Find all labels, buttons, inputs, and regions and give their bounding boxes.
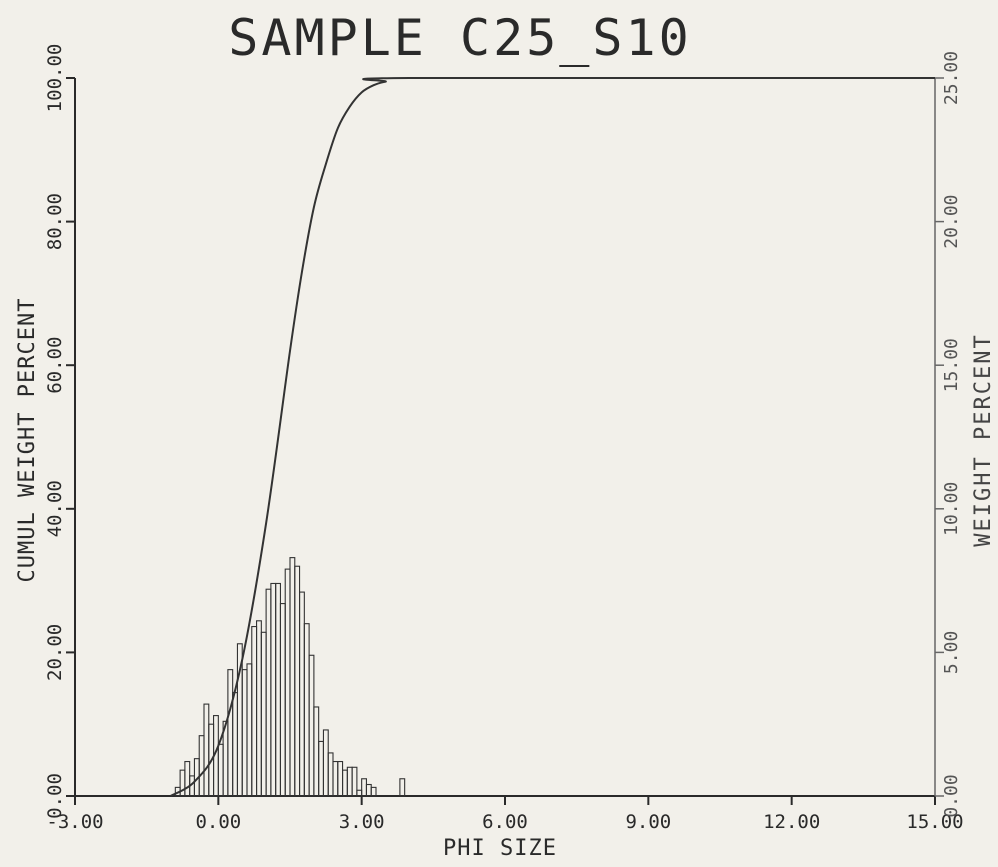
histogram-bar: [294, 565, 301, 797]
x-tick-label: 15.00: [906, 811, 963, 833]
histogram-bar: [351, 766, 358, 797]
x-axis-title: PHI SIZE: [443, 836, 557, 861]
histogram-bar: [342, 769, 348, 797]
histogram-bar: [241, 669, 248, 797]
histogram-bar: [184, 760, 191, 797]
x-tick-label: 3.00: [339, 811, 385, 833]
histogram-bar: [284, 568, 291, 797]
histogram-bar: [299, 591, 305, 797]
right-tick-label: 5.00: [941, 631, 962, 674]
histogram-bar: [289, 557, 296, 797]
tick-group: -3.00 0.00 3.00 6.00 9.00 12.00 15.000.0020.00…: [44, 44, 964, 833]
histogram-bar: [337, 760, 344, 797]
histogram-bar: [370, 786, 377, 797]
right-y-axis-title: WEIGHT PERCENT: [971, 333, 996, 546]
x-tick-label: 0.00: [195, 811, 241, 833]
right-tick-label: 0.00: [941, 774, 962, 817]
histogram-bar: [256, 620, 262, 797]
right-tick-label: 20.00: [941, 195, 962, 249]
histogram-bar: [246, 663, 253, 797]
histogram-bar: [318, 740, 324, 797]
histogram-bar: [313, 706, 320, 797]
left-tick-label: 60.00: [44, 337, 66, 394]
histogram-bars: [174, 557, 406, 797]
histogram-bar: [265, 588, 272, 797]
x-tick-label: 6.00: [482, 811, 528, 833]
left-tick-label: 40.00: [44, 480, 66, 537]
x-tick-label: 12.00: [763, 811, 820, 833]
histogram-bar: [217, 743, 224, 797]
histogram-bar: [203, 703, 210, 797]
left-tick-label: 0.00: [44, 773, 66, 819]
right-tick-label: 25.00: [941, 51, 962, 105]
x-tick-label: 9.00: [625, 811, 671, 833]
x-tick-label: -3.00: [46, 811, 103, 833]
histogram-bar: [346, 766, 353, 797]
left-y-axis-title: CUMUL WEIGHT PERCENT: [15, 298, 40, 583]
right-tick-label: 10.00: [941, 482, 962, 536]
histogram-bar: [322, 729, 329, 797]
left-tick-label: 20.00: [44, 624, 66, 681]
right-tick-label: 15.00: [941, 338, 962, 392]
histogram-bar: [399, 778, 406, 797]
histogram-bar: [279, 603, 286, 797]
histogram-bar: [275, 582, 281, 797]
cumulative-curve: [170, 76, 935, 797]
histogram-bar: [260, 631, 267, 797]
chart-title: SAMPLE C25_S10: [228, 9, 691, 67]
histogram-bar: [270, 582, 277, 797]
histogram-bar: [227, 669, 234, 797]
histogram-bar: [332, 760, 339, 797]
histogram-bar: [361, 778, 367, 797]
histogram-bar: [251, 626, 258, 797]
histogram-bar: [327, 752, 334, 797]
left-tick-label: 100.00: [44, 44, 66, 113]
left-tick-label: 80.00: [44, 193, 66, 250]
histogram-bar: [232, 692, 238, 797]
histogram-bar: [308, 654, 315, 797]
histogram-bar: [198, 735, 205, 797]
histogram-bar: [303, 623, 310, 797]
histogram-bar: [365, 783, 372, 797]
cumulative-curve-group: [170, 76, 935, 797]
